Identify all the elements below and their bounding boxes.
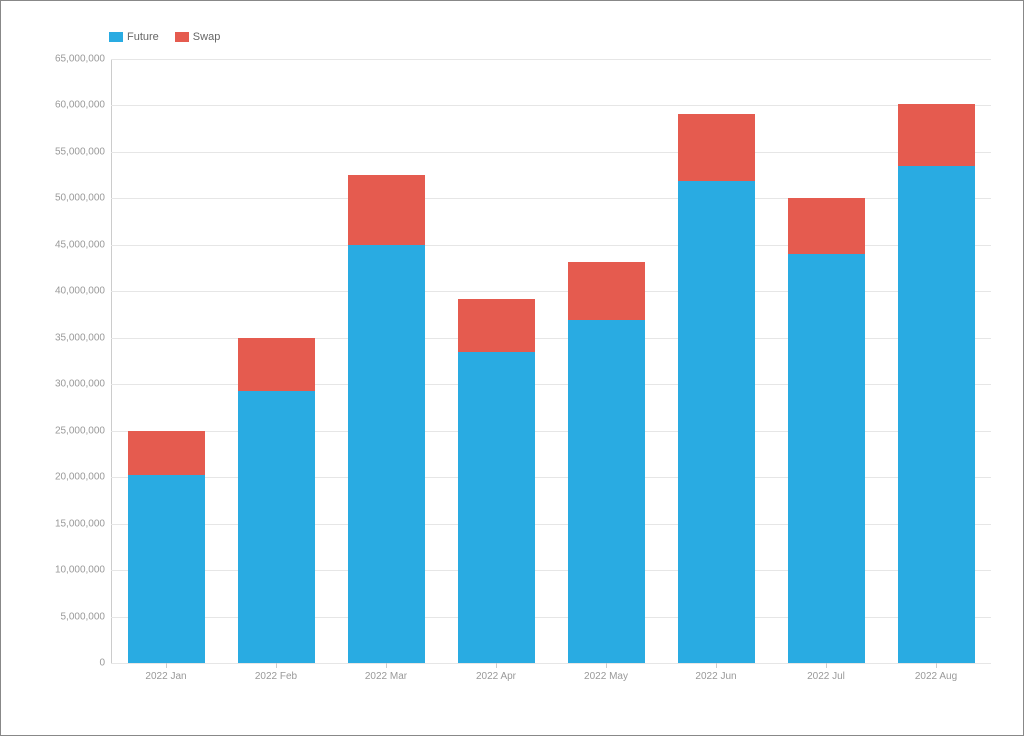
y-tick-label: 35,000,000 <box>55 332 111 343</box>
y-tick-label: 15,000,000 <box>55 518 111 529</box>
x-tick-label: 2022 Apr <box>476 663 516 682</box>
chart-frame: FutureSwap 05,000,00010,000,00015,000,00… <box>0 0 1024 736</box>
x-tick-label: 2022 Feb <box>255 663 297 682</box>
y-tick-label: 40,000,000 <box>55 286 111 297</box>
y-tick-label: 45,000,000 <box>55 239 111 250</box>
y-tick-label: 5,000,000 <box>61 611 112 622</box>
x-tick-label: 2022 Mar <box>365 663 407 682</box>
y-tick-label: 10,000,000 <box>55 565 111 576</box>
legend-item: Future <box>109 31 159 43</box>
bar-segment-future <box>458 352 535 663</box>
x-tick-label: 2022 Aug <box>915 663 957 682</box>
bar-segment-swap <box>458 299 535 352</box>
bar-segment-swap <box>348 175 425 245</box>
legend-label: Future <box>127 31 159 43</box>
legend-label: Swap <box>193 31 221 43</box>
x-tick-label: 2022 Jun <box>695 663 736 682</box>
y-tick-label: 0 <box>99 658 111 669</box>
legend-item: Swap <box>175 31 221 43</box>
bar-group <box>238 59 315 663</box>
bar-segment-swap <box>678 114 755 181</box>
legend-swatch <box>109 32 123 42</box>
bar-group <box>348 59 425 663</box>
x-tick-label: 2022 Jul <box>807 663 845 682</box>
gridline <box>111 663 991 664</box>
bar-segment-future <box>238 391 315 663</box>
y-tick-label: 25,000,000 <box>55 425 111 436</box>
bar-segment-swap <box>788 198 865 254</box>
y-tick-label: 65,000,000 <box>55 54 111 65</box>
bar-group <box>458 59 535 663</box>
y-axis-line <box>111 59 112 663</box>
bar-group <box>568 59 645 663</box>
bar-segment-future <box>788 254 865 663</box>
plot-area: 05,000,00010,000,00015,000,00020,000,000… <box>111 59 991 663</box>
bar-segment-swap <box>238 338 315 391</box>
bar-segment-future <box>568 320 645 663</box>
y-tick-label: 50,000,000 <box>55 193 111 204</box>
bar-segment-swap <box>898 104 975 166</box>
bar-segment-future <box>128 475 205 663</box>
legend-swatch <box>175 32 189 42</box>
bar-segment-swap <box>128 431 205 476</box>
bar-segment-future <box>898 166 975 663</box>
bar-group <box>128 59 205 663</box>
bar-segment-future <box>348 245 425 663</box>
bar-group <box>678 59 755 663</box>
x-tick-label: 2022 Jan <box>145 663 186 682</box>
bar-group <box>898 59 975 663</box>
bar-segment-swap <box>568 262 645 321</box>
y-tick-label: 55,000,000 <box>55 146 111 157</box>
y-tick-label: 60,000,000 <box>55 100 111 111</box>
bar-group <box>788 59 865 663</box>
bar-segment-future <box>678 181 755 663</box>
legend: Future Swap <box>109 31 230 43</box>
x-tick-label: 2022 May <box>584 663 628 682</box>
y-tick-label: 30,000,000 <box>55 379 111 390</box>
y-tick-label: 20,000,000 <box>55 472 111 483</box>
